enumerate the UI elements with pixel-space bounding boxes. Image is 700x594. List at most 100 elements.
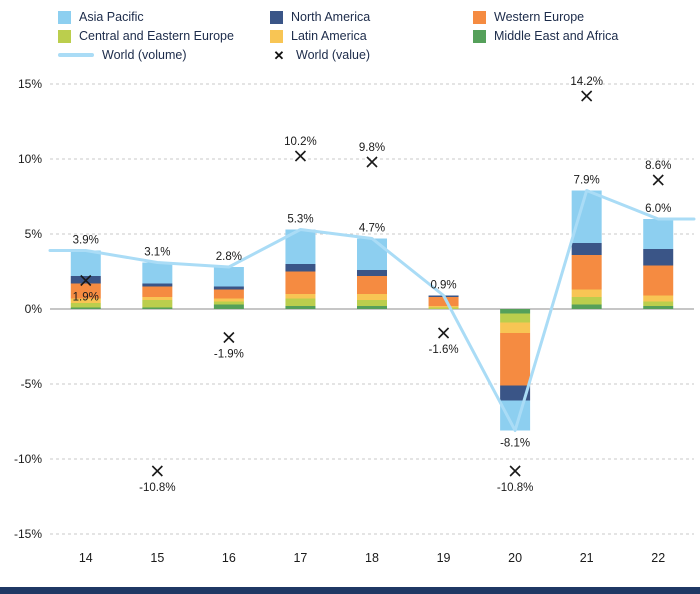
bar-segment-central-and-eastern-europe: [70, 303, 101, 308]
bar-segment-central-and-eastern-europe: [142, 300, 173, 308]
bar-segment-north-america: [142, 283, 173, 287]
world-value-label: 10.2%: [284, 136, 317, 148]
western-europe-swatch-icon: [473, 10, 486, 24]
bar-segment-western-europe: [70, 283, 101, 299]
bar-total-label: 4.7%: [359, 223, 385, 235]
world-value-label: -10.8%: [139, 482, 175, 494]
bar-segment-asia-pacific: [643, 219, 674, 249]
legend-label: Latin America: [291, 29, 367, 43]
bar-segment-latin-america: [357, 294, 387, 300]
world-value-label: -10.8%: [497, 482, 533, 494]
world-value-marker: [151, 465, 163, 477]
bar-segment-asia-pacific: [571, 190, 602, 243]
bar-segment-north-america: [643, 249, 674, 266]
bar-segment-central-and-eastern-europe: [643, 301, 674, 306]
bar-segment-latin-america: [142, 297, 173, 300]
latin-america-swatch-icon: [270, 29, 283, 43]
bar-segment-latin-america: [70, 298, 101, 303]
bar-segment-middle-east-and-africa: [213, 304, 244, 309]
y-axis-label: -10%: [14, 452, 42, 466]
x-axis-label: 14: [79, 551, 93, 565]
bar-segment-middle-east-and-africa: [571, 304, 602, 309]
x-axis-label: 21: [580, 551, 594, 565]
legend-label: World (volume): [102, 48, 187, 62]
bar-segment-north-america: [285, 264, 316, 272]
bar-total-label: 5.3%: [287, 214, 313, 226]
legend: Asia Pacific North America Western Europ…: [0, 0, 700, 66]
chart-canvas: 15% 10% 5% 0% -5% -10% -15% 3.9% 3.1% 2.8% 5.3% 4.7…: [14, 76, 696, 565]
bar-total-label: -8.1%: [500, 438, 530, 450]
world-volume-line-icon: [58, 53, 94, 57]
x-axis-label: 17: [293, 551, 307, 565]
bar-segment-north-america: [357, 270, 387, 276]
legend-label: North America: [291, 10, 371, 24]
north-america-swatch-icon: [270, 10, 283, 24]
bar-segment-asia-pacific: [357, 238, 387, 270]
central-eastern-europe-swatch-icon: [58, 29, 71, 43]
legend-item-western-europe: Western Europe: [473, 10, 694, 24]
bar-segment-central-and-eastern-europe: [428, 307, 459, 309]
bar-segment-middle-east-and-africa: [357, 306, 387, 309]
legend-item-world-volume: World (volume): [58, 48, 270, 62]
bar-segment-western-europe: [285, 271, 316, 294]
bar-segment-latin-america: [213, 298, 244, 302]
x-axis-label: 18: [365, 551, 379, 565]
bar-segment-western-europe: [428, 297, 459, 306]
asia-pacific-swatch-icon: [58, 10, 71, 24]
bar-segment-central-and-eastern-europe: [357, 300, 387, 306]
world-value-label: 14.2%: [570, 76, 603, 88]
x-axis-label: 15: [150, 551, 164, 565]
bar-segment-latin-america: [571, 289, 602, 297]
bar-segment-western-europe: [142, 286, 173, 297]
world-value-label: 1.9%: [73, 292, 99, 304]
legend-label: Western Europe: [494, 10, 585, 24]
y-axis-label: 10%: [18, 152, 42, 166]
legend-item-latin-america: Latin America: [270, 29, 473, 43]
bar-total-label: 7.9%: [574, 175, 600, 187]
bar-segment-north-america: [213, 286, 244, 290]
y-axis-label: 5%: [25, 227, 43, 241]
bar-segment-central-and-eastern-europe: [571, 297, 602, 305]
world-value-marker: [294, 150, 307, 162]
bar-segment-latin-america: [643, 295, 674, 302]
world-value-marker: [509, 465, 521, 477]
bar-total-label: 3.9%: [73, 235, 99, 247]
legend-label: Central and Eastern Europe: [79, 29, 234, 43]
world-value-marker: [652, 174, 664, 186]
world-value-marker: [366, 156, 378, 168]
world-value-label: -1.6%: [429, 344, 459, 356]
bar-segment-central-and-eastern-europe: [500, 313, 531, 323]
bar-segment-western-europe: [500, 333, 531, 386]
bar-total-label: 2.8%: [216, 251, 242, 263]
legend-item-central-eastern-europe: Central and Eastern Europe: [58, 29, 270, 43]
legend-item-asia-pacific: Asia Pacific: [58, 10, 270, 24]
bar-segment-asia-pacific: [213, 267, 244, 287]
bar-segment-north-america: [571, 243, 602, 255]
bar-segment-north-america: [500, 385, 531, 401]
bar-segment-western-europe: [643, 265, 674, 296]
x-axis-label: 16: [222, 551, 236, 565]
legend-label: Asia Pacific: [79, 10, 144, 24]
world-value-marker: [437, 327, 450, 339]
x-axis-label: 19: [437, 551, 451, 565]
bar-segment-western-europe: [571, 255, 602, 290]
world-value-label: -1.9%: [214, 349, 244, 361]
legend-label: World (value): [296, 48, 371, 62]
x-axis-label: 22: [651, 551, 665, 565]
bar-segment-central-and-eastern-europe: [213, 301, 244, 305]
bar-total-label: 0.9%: [430, 280, 456, 292]
y-axis-label: -15%: [14, 527, 42, 541]
bar-segment-central-and-eastern-europe: [285, 298, 316, 306]
bar-segment-western-europe: [357, 276, 387, 294]
bar-segment-latin-america: [285, 294, 316, 299]
y-axis-label: 0%: [25, 302, 43, 316]
x-axis-label: 20: [508, 551, 522, 565]
bar-segment-middle-east-and-africa: [285, 306, 316, 309]
world-value-marker: [581, 90, 593, 102]
world-volume-line: [48, 189, 696, 432]
y-axis-label: 15%: [18, 77, 42, 91]
world-value-label: 9.8%: [359, 142, 385, 154]
y-axis-label: -5%: [21, 377, 43, 391]
bar-segment-middle-east-and-africa: [142, 307, 173, 309]
legend-item-middle-east-africa: Middle East and Africa: [473, 29, 694, 43]
